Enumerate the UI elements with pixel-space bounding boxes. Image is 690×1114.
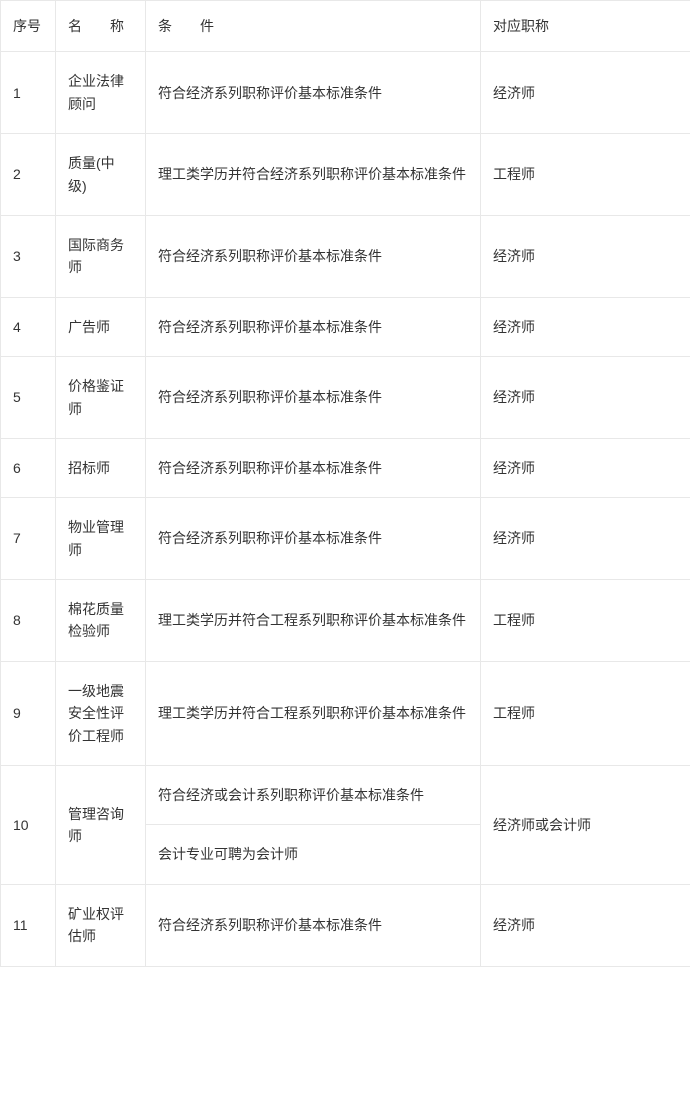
table-row: 10 管理咨询师 符合经济或会计系列职称评价基本标准条件 经济师或会计师 xyxy=(1,766,690,825)
cell-condition: 理工类学历并符合工程系列职称评价基本标准条件 xyxy=(146,661,481,765)
cell-seq: 7 xyxy=(1,498,56,580)
table-row: 1 企业法律顾问 符合经济系列职称评价基本标准条件 经济师 xyxy=(1,52,690,134)
cell-condition: 符合经济系列职称评价基本标准条件 xyxy=(146,215,481,297)
cell-seq: 11 xyxy=(1,884,56,966)
cell-title: 工程师 xyxy=(481,134,690,216)
header-condition: 条 件 xyxy=(146,1,481,52)
table-row: 8 棉花质量检验师 理工类学历并符合工程系列职称评价基本标准条件 工程师 xyxy=(1,580,690,662)
cell-name: 广告师 xyxy=(56,297,146,356)
cell-name: 价格鉴证师 xyxy=(56,357,146,439)
header-name: 名 称 xyxy=(56,1,146,52)
cell-title: 经济师 xyxy=(481,438,690,497)
cell-condition: 符合经济系列职称评价基本标准条件 xyxy=(146,297,481,356)
header-title: 对应职称 xyxy=(481,1,690,52)
table-row: 9 一级地震安全性评价工程师 理工类学历并符合工程系列职称评价基本标准条件 工程… xyxy=(1,661,690,765)
cell-name: 管理咨询师 xyxy=(56,766,146,885)
cell-seq: 4 xyxy=(1,297,56,356)
cell-title: 工程师 xyxy=(481,661,690,765)
cell-seq: 1 xyxy=(1,52,56,134)
table-row: 5 价格鉴证师 符合经济系列职称评价基本标准条件 经济师 xyxy=(1,357,690,439)
cell-name: 一级地震安全性评价工程师 xyxy=(56,661,146,765)
cell-name: 企业法律顾问 xyxy=(56,52,146,134)
cell-condition: 符合经济系列职称评价基本标准条件 xyxy=(146,52,481,134)
cell-title: 经济师 xyxy=(481,215,690,297)
cell-title: 经济师 xyxy=(481,357,690,439)
cell-seq: 3 xyxy=(1,215,56,297)
table-row: 2 质量(中级) 理工类学历并符合经济系列职称评价基本标准条件 工程师 xyxy=(1,134,690,216)
cell-seq: 10 xyxy=(1,766,56,885)
cell-condition: 会计专业可聘为会计师 xyxy=(146,825,481,884)
qualification-table: 序号 名 称 条 件 对应职称 1 企业法律顾问 符合经济系列职称评价基本标准条… xyxy=(0,0,690,967)
cell-condition: 符合经济系列职称评价基本标准条件 xyxy=(146,884,481,966)
cell-name: 招标师 xyxy=(56,438,146,497)
cell-title: 经济师 xyxy=(481,52,690,134)
cell-title: 经济师 xyxy=(481,884,690,966)
cell-name: 物业管理师 xyxy=(56,498,146,580)
header-seq: 序号 xyxy=(1,1,56,52)
cell-name: 国际商务师 xyxy=(56,215,146,297)
table-row: 7 物业管理师 符合经济系列职称评价基本标准条件 经济师 xyxy=(1,498,690,580)
cell-seq: 9 xyxy=(1,661,56,765)
cell-condition: 符合经济或会计系列职称评价基本标准条件 xyxy=(146,766,481,825)
table-header-row: 序号 名 称 条 件 对应职称 xyxy=(1,1,690,52)
cell-title: 经济师 xyxy=(481,498,690,580)
table-row: 11 矿业权评估师 符合经济系列职称评价基本标准条件 经济师 xyxy=(1,884,690,966)
cell-title: 经济师或会计师 xyxy=(481,766,690,885)
cell-condition: 理工类学历并符合工程系列职称评价基本标准条件 xyxy=(146,580,481,662)
cell-name: 质量(中级) xyxy=(56,134,146,216)
cell-condition: 符合经济系列职称评价基本标准条件 xyxy=(146,357,481,439)
table-row: 4 广告师 符合经济系列职称评价基本标准条件 经济师 xyxy=(1,297,690,356)
table-row: 3 国际商务师 符合经济系列职称评价基本标准条件 经济师 xyxy=(1,215,690,297)
cell-seq: 6 xyxy=(1,438,56,497)
cell-seq: 8 xyxy=(1,580,56,662)
cell-condition: 符合经济系列职称评价基本标准条件 xyxy=(146,498,481,580)
cell-name: 矿业权评估师 xyxy=(56,884,146,966)
cell-title: 经济师 xyxy=(481,297,690,356)
cell-condition: 理工类学历并符合经济系列职称评价基本标准条件 xyxy=(146,134,481,216)
cell-condition: 符合经济系列职称评价基本标准条件 xyxy=(146,438,481,497)
cell-name: 棉花质量检验师 xyxy=(56,580,146,662)
cell-title: 工程师 xyxy=(481,580,690,662)
table-row: 6 招标师 符合经济系列职称评价基本标准条件 经济师 xyxy=(1,438,690,497)
cell-seq: 5 xyxy=(1,357,56,439)
cell-seq: 2 xyxy=(1,134,56,216)
